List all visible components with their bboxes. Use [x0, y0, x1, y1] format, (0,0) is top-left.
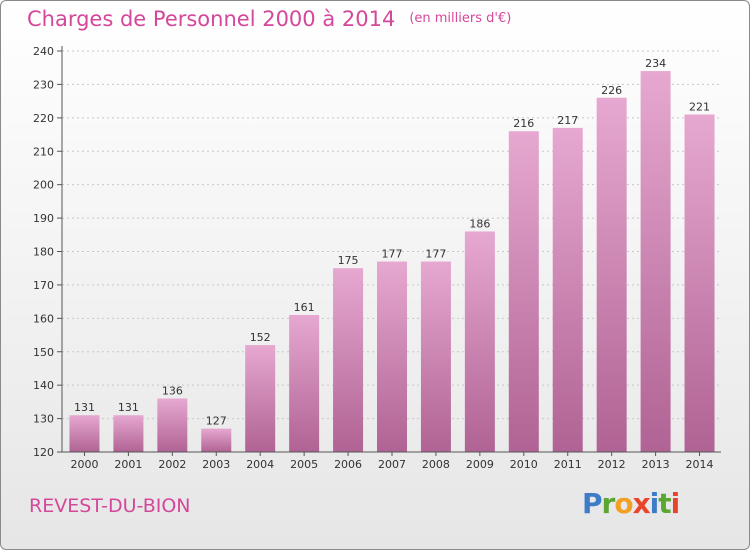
x-tick-label: 2013 — [642, 458, 670, 471]
x-tick-label: 2012 — [598, 458, 626, 471]
y-tick-label: 170 — [33, 279, 54, 292]
x-tick-label: 2007 — [378, 458, 406, 471]
bar-2001 — [113, 415, 144, 452]
x-tick-label: 2010 — [510, 458, 538, 471]
data-label: 127 — [206, 415, 227, 428]
bar-2014 — [684, 114, 715, 452]
y-tick-label: 190 — [33, 212, 54, 225]
data-label: 152 — [250, 331, 271, 344]
data-label: 131 — [118, 401, 139, 414]
y-tick-label: 130 — [33, 413, 54, 426]
y-tick-label: 160 — [33, 312, 54, 325]
y-tick-label: 200 — [33, 179, 54, 192]
logo-letter: r — [601, 487, 616, 520]
commune-name: REVEST-DU-BION — [29, 495, 191, 517]
proxiti-logo: Proxiti — [582, 487, 681, 520]
bar-2012 — [596, 97, 627, 453]
logo-letter: t — [658, 487, 671, 520]
x-tick-label: 2005 — [290, 458, 318, 471]
x-tick-label: 2006 — [334, 458, 362, 471]
data-label: 175 — [338, 254, 359, 267]
y-tick-label: 180 — [33, 246, 54, 259]
bar-2010 — [508, 131, 539, 452]
logo-letter: i — [649, 487, 660, 520]
bar-2007 — [377, 261, 407, 452]
logo-letter: o — [614, 487, 633, 520]
data-label: 177 — [382, 248, 403, 261]
y-tick-label: 120 — [33, 446, 54, 459]
y-tick-label: 240 — [33, 45, 54, 58]
data-label: 216 — [513, 117, 534, 130]
x-tick-label: 2003 — [202, 458, 230, 471]
x-tick-label: 2008 — [422, 458, 450, 471]
data-label: 221 — [689, 100, 710, 113]
bar-2011 — [552, 127, 583, 452]
data-label: 186 — [469, 217, 490, 230]
logo-letter: x — [632, 487, 651, 520]
y-tick-label: 220 — [33, 112, 54, 125]
bar-2006 — [333, 268, 364, 452]
x-tick-label: 2014 — [686, 458, 714, 471]
x-tick-label: 2000 — [70, 458, 98, 471]
data-label: 234 — [645, 57, 666, 70]
y-tick-label: 230 — [33, 78, 54, 91]
chart-title: Charges de Personnel 2000 à 2014 (en mill… — [27, 7, 511, 31]
data-label: 217 — [557, 114, 578, 127]
bar-2005 — [289, 314, 320, 452]
bar-2002 — [157, 398, 188, 452]
data-label: 226 — [601, 84, 622, 97]
y-tick-label: 140 — [33, 379, 54, 392]
chart-subtitle: (en milliers d'€) — [409, 11, 512, 26]
y-tick-label: 210 — [33, 145, 54, 158]
y-tick-label: 150 — [33, 346, 54, 359]
bar-2013 — [640, 71, 671, 453]
data-label: 177 — [425, 248, 446, 261]
bar-2004 — [245, 345, 276, 452]
x-tick-label: 2011 — [554, 458, 582, 471]
bar-2000 — [69, 415, 100, 452]
bar-2003 — [201, 428, 232, 452]
logo-letter: P — [582, 487, 603, 520]
bar-2009 — [464, 231, 495, 452]
logo-letter: i — [670, 487, 681, 520]
x-tick-label: 2001 — [114, 458, 142, 471]
bar-2008 — [420, 261, 451, 452]
x-tick-label: 2002 — [158, 458, 186, 471]
data-label: 161 — [294, 301, 315, 314]
x-tick-label: 2004 — [246, 458, 274, 471]
data-label: 136 — [162, 385, 183, 398]
chart-title-text: Charges de Personnel 2000 à 2014 — [27, 7, 396, 31]
data-label: 131 — [74, 401, 95, 414]
x-tick-label: 2009 — [466, 458, 494, 471]
